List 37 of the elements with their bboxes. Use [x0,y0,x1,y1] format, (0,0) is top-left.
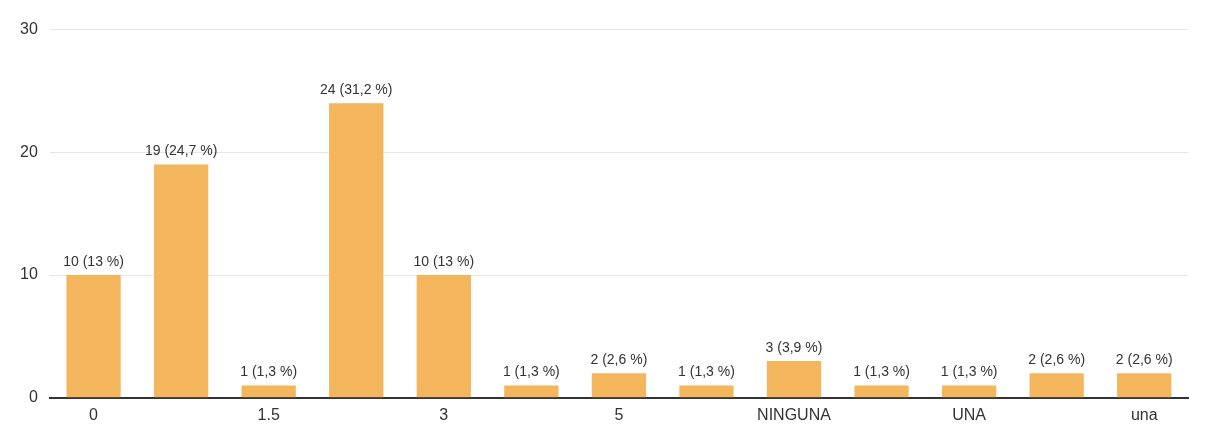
data-label: 3 (3,9 %) [765,338,823,355]
bar [241,385,296,398]
y-tick-label: 30 [20,20,38,38]
bar [416,275,471,398]
data-label: 2 (2,6 %) [1028,351,1086,368]
x-tick-label: 5 [614,405,624,423]
x-tick-label: 0 [89,405,99,423]
x-tick-label: NINGUNA [757,405,832,423]
data-label: 2 (2,6 %) [1115,351,1173,368]
bar [1117,373,1172,398]
data-label: 10 (13 %) [63,252,124,269]
bar [153,164,209,398]
bar [766,360,822,398]
bar [591,373,647,398]
bar [1029,373,1084,398]
data-label: 2 (2,6 %) [590,351,648,368]
bar [854,385,909,398]
y-tick-label: 0 [28,388,38,406]
data-label: 19 (24,7 %) [144,142,218,159]
y-tick-label: 20 [20,142,38,160]
y-tick-label: 10 [20,265,38,283]
bar [941,385,997,398]
data-label: 1 (1,3 %) [853,363,910,380]
bar [504,385,559,398]
x-tick-label: 3 [439,405,449,423]
bar [329,103,384,398]
data-label: 1 (1,3 %) [678,363,735,380]
bar [679,385,734,398]
x-tick-label: UNA [952,405,987,423]
x-tick-label: 1.5 [257,405,280,423]
bar [66,275,121,398]
data-label: 1 (1,3 %) [240,363,298,380]
data-label: 1 (1,3 %) [940,363,998,380]
data-label: 1 (1,3 %) [502,363,560,380]
data-label: 24 (31,2 %) [320,81,393,98]
x-tick-label: una [1130,405,1158,423]
data-label: 10 (13 %) [413,252,475,269]
